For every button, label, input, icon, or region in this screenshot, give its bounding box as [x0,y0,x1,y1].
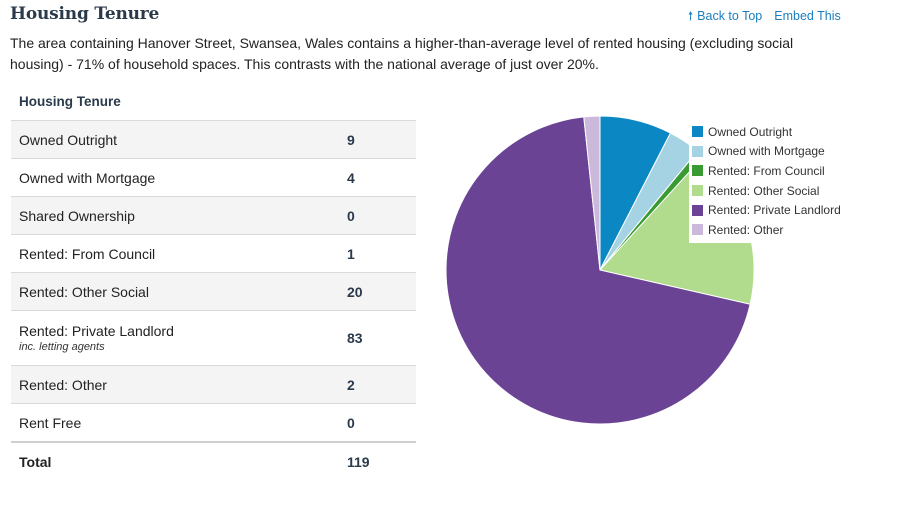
row-label: Rented: From Council [11,234,339,273]
legend-item[interactable]: Rented: Other [692,220,841,240]
legend-label: Rented: Other Social [708,183,820,198]
row-value: 83 [339,310,416,366]
row-label: Rented: Private Landlord [19,323,174,339]
legend-item[interactable]: Rented: Private Landlord [692,200,841,220]
row-value: 0 [339,403,416,442]
chart-legend: Owned Outright Owned with Mortgage Rented:… [689,121,844,243]
row-value: 4 [339,158,416,197]
top-links: 🠕 Back to Top Embed This [688,7,841,28]
table-row: Rented: Private Landlord inc. letting ag… [11,310,416,366]
legend-label: Rented: Private Landlord [708,203,841,218]
pie-slice-rented-private-landlord[interactable] [445,116,751,425]
legend-swatch [692,165,703,177]
table-row: Rented: Other Social 20 [11,272,416,311]
table-row: Rented: From Council 1 [11,234,416,273]
table-total-row: Total 119 [11,441,416,481]
total-label: Total [11,441,339,481]
pie-slice-rented-other[interactable] [583,115,601,271]
table-title: Housing Tenure [19,94,121,109]
legend-item[interactable]: Rented: From Council [692,161,841,181]
legend-label: Rented: From Council [708,163,825,178]
legend-swatch [692,185,703,197]
row-label: Owned with Mortgage [11,158,339,197]
legend-item[interactable]: Owned Outright [692,122,841,142]
row-label: Rented: Other [11,365,339,404]
table-row: Shared Ownership 0 [11,196,416,235]
description-text: The area containing Hanover Street, Swan… [10,35,794,72]
legend-item[interactable]: Rented: Other Social [692,181,841,201]
embed-this-link[interactable]: Embed This [774,9,841,23]
legend-swatch [692,145,703,157]
legend-label: Owned Outright [708,124,793,139]
total-value: 119 [339,441,416,481]
table-row: Rented: Other 2 [11,365,416,404]
legend-item[interactable]: Owned with Mortgage [692,142,841,162]
row-value: 20 [339,272,416,311]
table-row: Owned Outright 9 [11,120,416,159]
table-row: Owned with Mortgage 4 [11,158,416,197]
legend-label: Owned with Mortgage [708,144,825,159]
table-row: Rent Free 0 [11,403,416,442]
legend-swatch [692,224,703,236]
legend-label: Rented: Other [708,222,784,237]
page-title: Housing Tenure [10,4,160,24]
back-to-top-link[interactable]: Back to Top [697,9,763,23]
tenure-table: Owned Outright 9 Owned with Mortgage 4 S… [11,120,416,481]
row-label: Owned Outright [11,120,339,159]
row-label: Rented: Other Social [11,272,339,311]
legend-swatch [692,126,703,138]
row-note: inc. letting agents [19,341,105,353]
row-value: 9 [339,120,416,159]
row-label: Shared Ownership [11,196,339,235]
row-value: 1 [339,234,416,273]
row-value: 0 [339,196,416,235]
up-arrow-icon: 🠕 [688,9,694,23]
row-label-with-note: Rented: Private Landlord inc. letting ag… [11,310,339,366]
row-value: 2 [339,365,416,404]
legend-swatch [692,204,703,216]
row-label: Rent Free [11,403,339,442]
